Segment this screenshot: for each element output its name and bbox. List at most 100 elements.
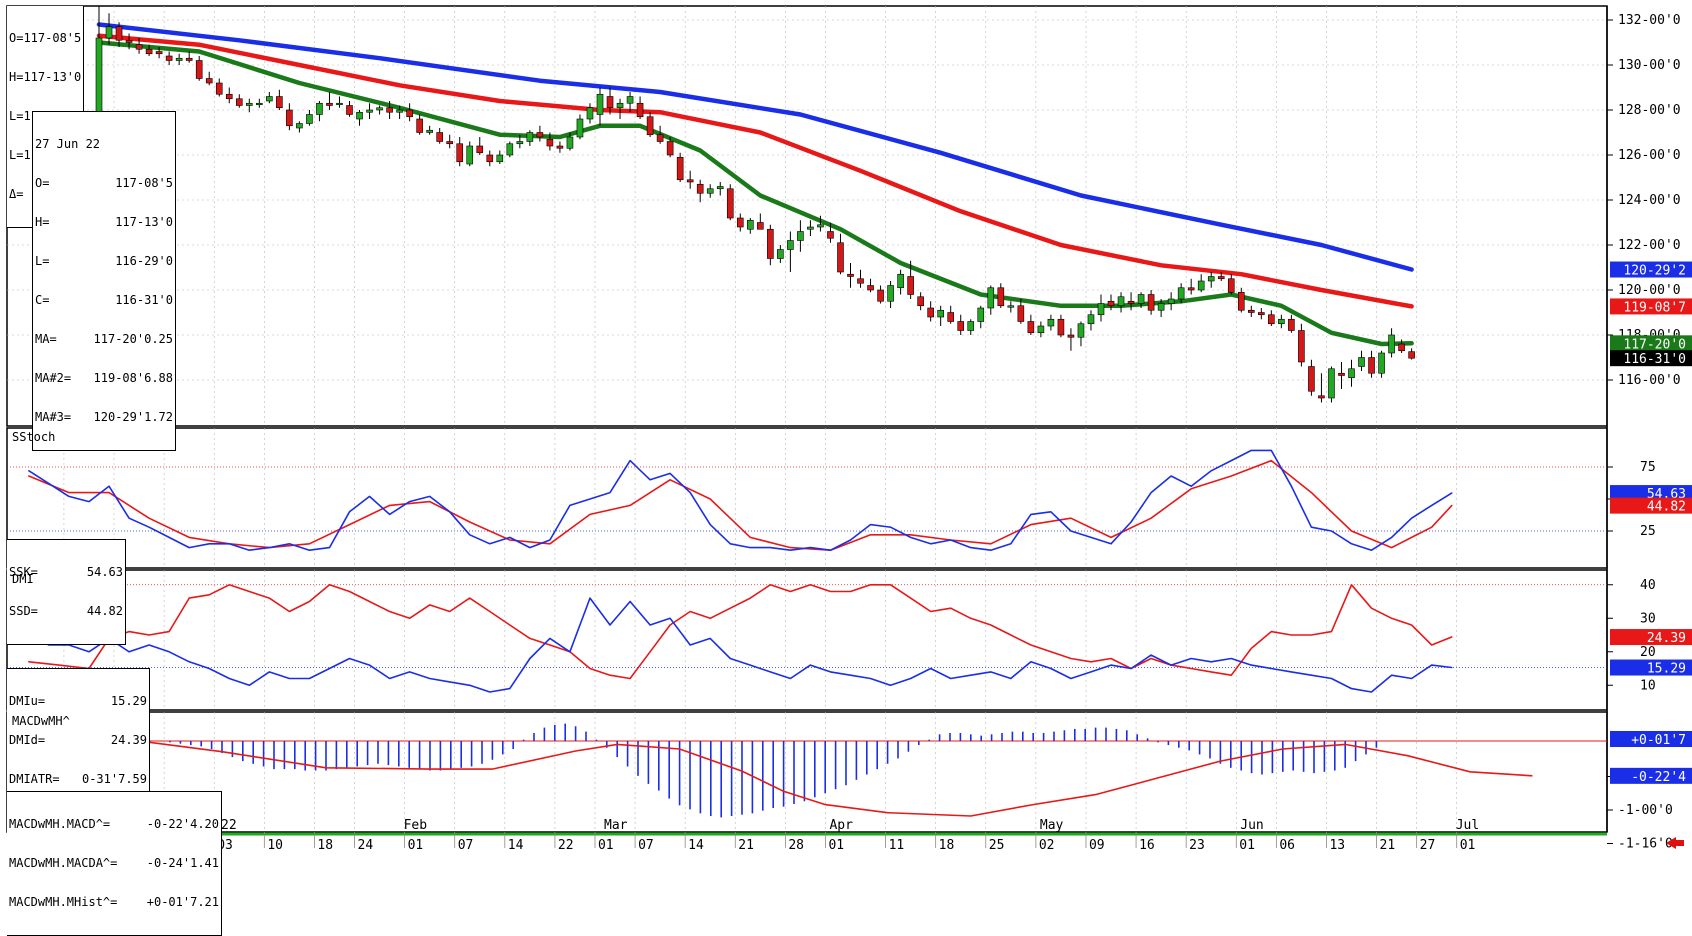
candle xyxy=(676,152,684,182)
candle xyxy=(296,121,303,133)
candle-body xyxy=(1318,395,1325,399)
candle-body xyxy=(1358,357,1365,367)
candle xyxy=(1007,301,1015,313)
candle-body xyxy=(1117,296,1125,307)
price-tick-label: 120-00'0 xyxy=(1618,283,1681,298)
candle-body xyxy=(1067,334,1075,338)
candle-body xyxy=(967,321,975,331)
candle-body xyxy=(185,57,193,61)
candle-body xyxy=(1097,303,1105,316)
mhist-key: MACDwMH.MHist^= xyxy=(9,895,118,909)
candle xyxy=(837,233,844,275)
dmiatr-key: DMIATR= xyxy=(9,772,60,786)
candle xyxy=(777,245,784,263)
price-tick-label: 132-00'0 xyxy=(1618,13,1681,28)
candle-body xyxy=(746,219,754,230)
ma3-price-tag-label: 120-29'2 xyxy=(1623,264,1686,279)
candle-body xyxy=(346,105,353,115)
candle-body xyxy=(947,312,955,322)
candle xyxy=(1217,272,1225,281)
candle-body xyxy=(726,188,734,219)
dmi-u-tag-label: 15.29 xyxy=(1647,662,1686,677)
date-tick-label: 21 xyxy=(1380,838,1396,853)
candle xyxy=(1017,299,1025,324)
info-high-value: 117-13'0 xyxy=(115,215,173,229)
price-tick-label: 122-00'0 xyxy=(1618,238,1681,253)
candle-body xyxy=(887,285,894,302)
stoch-tick-label: 75 xyxy=(1640,460,1656,475)
candle xyxy=(1097,294,1105,322)
candle-body xyxy=(556,145,564,149)
candle-body xyxy=(416,118,423,133)
candle-body xyxy=(927,307,934,318)
month-label: Feb xyxy=(404,818,428,833)
ma3-price-tag: 120-29'2 xyxy=(1610,261,1692,279)
candle xyxy=(125,33,133,50)
dmi-d-tag-label: 24.39 xyxy=(1647,631,1686,646)
candle-body xyxy=(576,118,584,138)
ma1-price-tag: 117-20'0 xyxy=(1610,335,1692,352)
candle-body xyxy=(1288,318,1295,331)
stoch-panel xyxy=(6,427,1608,569)
date-tick-label: 28 xyxy=(788,838,804,853)
candle xyxy=(917,292,924,311)
candle xyxy=(235,94,243,108)
candle xyxy=(215,78,223,97)
candle-body xyxy=(175,57,183,61)
candle xyxy=(1067,328,1075,351)
dmiu-key: DMIu= xyxy=(9,694,46,708)
candle xyxy=(987,285,995,315)
candle xyxy=(1177,283,1185,304)
candle-body xyxy=(696,183,704,194)
candle xyxy=(476,137,484,155)
candle-body xyxy=(256,102,263,106)
candle-body xyxy=(476,145,484,154)
candle xyxy=(205,71,213,86)
candle xyxy=(336,96,343,108)
candle-body xyxy=(847,273,854,277)
candle xyxy=(1288,314,1295,333)
candle-body xyxy=(1147,294,1155,311)
candle xyxy=(486,150,494,167)
macda-value: -0-24'1.41 xyxy=(146,856,219,870)
candle xyxy=(1087,310,1095,331)
candle xyxy=(1167,292,1175,311)
ma1-price-tag-label: 117-20'0 xyxy=(1623,337,1686,352)
date-tick-label: 21 xyxy=(738,838,754,853)
candle xyxy=(596,87,604,126)
candle-body xyxy=(225,93,233,100)
candle xyxy=(456,137,464,167)
cursor-info-box: 27 Jun 22 O= 117-08'5 H= 117-13'0 L= 116-29… xyxy=(32,111,176,451)
candle xyxy=(666,137,674,158)
candle xyxy=(316,101,323,122)
candle-body xyxy=(867,285,874,291)
candle xyxy=(165,51,173,65)
candle-body xyxy=(406,109,413,118)
candle xyxy=(957,314,965,335)
ohlc-high: H=117-13'0 xyxy=(9,70,82,84)
candle-body xyxy=(215,82,223,95)
candle xyxy=(1157,299,1165,317)
candle xyxy=(566,132,574,151)
candle-body xyxy=(987,287,995,309)
mhist-value: +0-01'7.21 xyxy=(146,895,219,909)
candle xyxy=(927,301,934,322)
info-close-value: 116-31'0 xyxy=(115,293,173,307)
candle xyxy=(1057,314,1065,338)
candle-body xyxy=(977,307,985,322)
candle-body xyxy=(466,145,474,165)
close-price-tag-label: 116-31'0 xyxy=(1623,352,1686,367)
date-tick-label: 06 xyxy=(1279,838,1295,853)
candle xyxy=(1137,292,1145,308)
candle xyxy=(1037,321,1045,338)
candle-body xyxy=(636,102,644,118)
candle xyxy=(386,101,393,119)
candle xyxy=(516,134,524,149)
stoch-k-line xyxy=(28,449,1453,551)
candle-body xyxy=(266,96,273,102)
date-tick-label: 09 xyxy=(1089,838,1105,853)
candle-body xyxy=(586,107,594,120)
candle xyxy=(576,114,584,140)
candle-body xyxy=(736,217,744,228)
scroll-right-arrow-icon[interactable] xyxy=(1666,837,1684,849)
